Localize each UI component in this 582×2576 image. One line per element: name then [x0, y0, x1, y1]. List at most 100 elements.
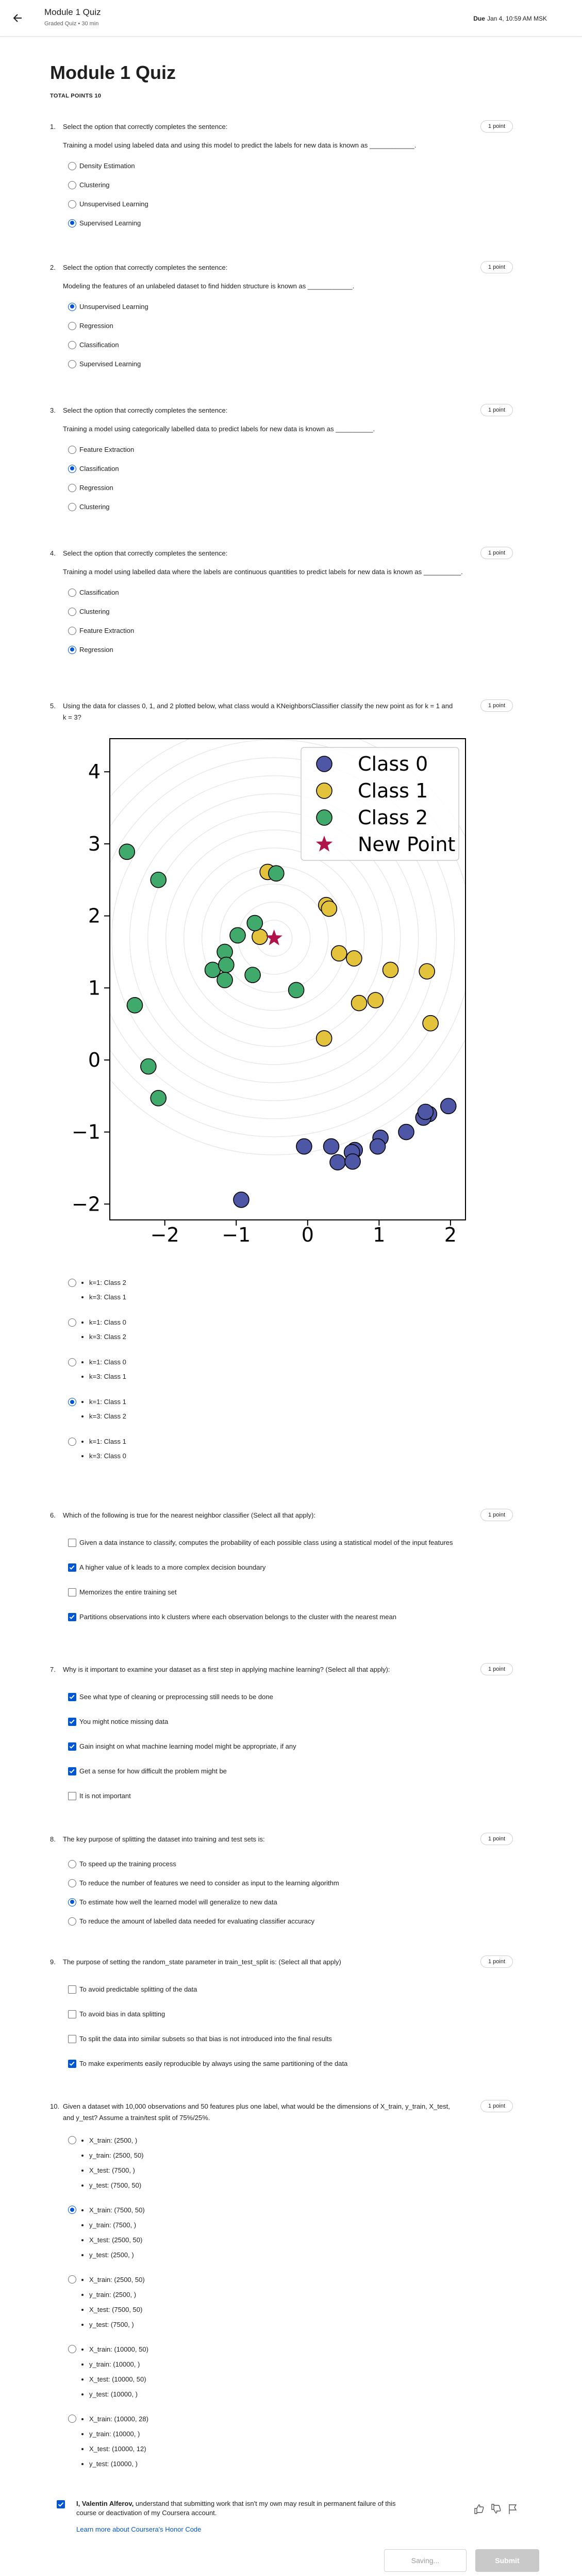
option: Unsupervised Learning: [68, 194, 513, 214]
back-button[interactable]: [11, 11, 25, 25]
flag-button[interactable]: [509, 2504, 517, 2514]
checkbox[interactable]: [68, 1563, 76, 1572]
checkbox[interactable]: [68, 1742, 76, 1751]
radio-button[interactable]: [68, 588, 76, 597]
radio-button[interactable]: [68, 1358, 76, 1366]
question: 3. Select the option that correctly compl…: [50, 404, 513, 516]
checkbox[interactable]: [68, 1613, 76, 1621]
radio-button[interactable]: [68, 161, 76, 170]
radio-button[interactable]: [68, 200, 76, 208]
option-line: y_train: (10000, ): [89, 2357, 148, 2372]
option: X_train: (10000, 50)y_train: (10000, )X_…: [68, 2342, 513, 2411]
point: [296, 1138, 312, 1155]
question-number: 1.: [50, 123, 56, 131]
checkbox[interactable]: [68, 1985, 76, 1994]
checkbox[interactable]: [68, 2010, 76, 2018]
option: To estimate how well the learned model w…: [68, 1893, 513, 1912]
radio-button[interactable]: [68, 219, 76, 227]
radio-button[interactable]: [68, 1917, 76, 1926]
option-line: k=1: Class 0: [89, 1315, 126, 1330]
radio-button[interactable]: [68, 445, 76, 454]
option: To avoid predictable splitting of the da…: [68, 1977, 513, 2002]
points-badge: 1 point: [480, 1663, 513, 1675]
checkbox[interactable]: [68, 2060, 76, 2068]
radio-button[interactable]: [68, 1860, 76, 1868]
checkbox[interactable]: [68, 1588, 76, 1596]
checkbox[interactable]: [68, 1539, 76, 1547]
checkbox[interactable]: [68, 1792, 76, 1800]
legend-marker: [315, 836, 333, 852]
radio-button[interactable]: [68, 645, 76, 654]
checkbox[interactable]: [68, 1718, 76, 1726]
option-line: y_train: (2500, ): [89, 2287, 145, 2302]
option: X_train: (2500, )y_train: (2500, 50)X_te…: [68, 2133, 513, 2203]
radio-button[interactable]: [68, 2345, 76, 2353]
option-list: k=1: Class 1k=3: Class 0: [79, 1434, 126, 1463]
dislike-button[interactable]: [491, 2504, 501, 2514]
checkbox[interactable]: [68, 1767, 76, 1775]
question-prompt: Select the option that correctly complet…: [63, 549, 228, 557]
course-title: Module 1 Quiz: [44, 7, 101, 17]
distance-rings: [110, 739, 465, 1155]
point: [351, 994, 368, 1012]
option: To reduce the number of features we need…: [68, 1873, 513, 1893]
point: [150, 871, 167, 888]
legend-marker: [316, 756, 332, 772]
option: Clustering: [68, 602, 513, 621]
honor-link[interactable]: Learn more about Coursera's Honor Code: [76, 2525, 202, 2533]
question-number: 2.: [50, 264, 56, 271]
submit-button[interactable]: Submit: [475, 2549, 539, 2572]
legend: Class 0 Class 1 Class 2 New Point: [301, 747, 459, 861]
option-label: Density Estimation: [79, 161, 135, 170]
option-label: Unsupervised Learning: [79, 200, 148, 208]
point: [440, 1098, 457, 1115]
radio-button[interactable]: [68, 1898, 76, 1906]
option-line: k=3: Class 0: [89, 1449, 126, 1463]
option-label: Unsupervised Learning: [79, 302, 148, 311]
option-line: X_train: (10000, 50): [89, 2342, 148, 2357]
option: To avoid bias in data splitting: [68, 2002, 513, 2027]
question: 10. Given a dataset with 10,000 observati…: [50, 2100, 513, 2481]
save-button[interactable]: Saving...: [384, 2549, 467, 2572]
radio-button[interactable]: [68, 626, 76, 635]
option-label: Classification: [79, 464, 119, 472]
radio-button[interactable]: [68, 321, 76, 330]
radio-button[interactable]: [68, 607, 76, 616]
options: X_train: (2500, )y_train: (2500, 50)X_te…: [68, 2133, 513, 2481]
y-tick-label: 2: [88, 905, 101, 927]
checkbox[interactable]: [68, 1693, 76, 1701]
radio-button[interactable]: [68, 302, 76, 311]
radio-button[interactable]: [68, 340, 76, 349]
options: To speed up the training process To reduc…: [68, 1854, 513, 1931]
option-line: y_train: (2500, 50): [89, 2148, 144, 2163]
option-label: Memorizes the entire training set: [79, 1588, 177, 1596]
check-mark: [69, 1769, 75, 1774]
radio-button[interactable]: [68, 464, 76, 473]
radio-button[interactable]: [68, 181, 76, 189]
options: To avoid predictable splitting of the da…: [68, 1977, 513, 2076]
honor-checkbox[interactable]: [57, 2500, 65, 2508]
points-badge: 1 point: [480, 120, 513, 133]
option-label: Regression: [79, 645, 113, 654]
radio-button[interactable]: [68, 1879, 76, 1887]
point: [329, 1154, 346, 1171]
radio-button[interactable]: [68, 2275, 76, 2284]
radio-button[interactable]: [68, 2136, 76, 2144]
question: 1. Select the option that correctly compl…: [50, 120, 513, 233]
radio-button[interactable]: [68, 2206, 76, 2214]
option-list: k=1: Class 0k=3: Class 1: [79, 1355, 126, 1384]
checkbox[interactable]: [68, 2035, 76, 2043]
radio-button[interactable]: [68, 1438, 76, 1446]
radio-button[interactable]: [68, 360, 76, 368]
feedback-icons: [474, 2504, 517, 2514]
option-label: Feature Extraction: [79, 445, 135, 453]
radio-button[interactable]: [68, 1279, 76, 1287]
radio-button[interactable]: [68, 1398, 76, 1406]
like-button[interactable]: [474, 2504, 484, 2514]
option: To speed up the training process: [68, 1854, 513, 1873]
radio-button[interactable]: [68, 2415, 76, 2423]
radio-button[interactable]: [68, 483, 76, 492]
radio-button[interactable]: [68, 1318, 76, 1327]
radio-button[interactable]: [68, 502, 76, 511]
option: It is not important: [68, 1784, 513, 1808]
